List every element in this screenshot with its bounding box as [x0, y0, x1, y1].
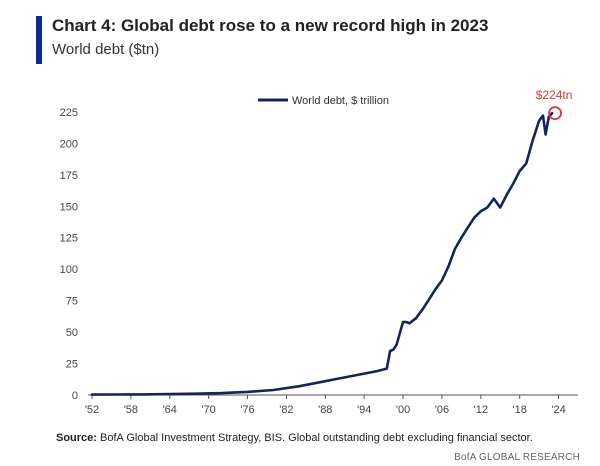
y-tick-label: 150 [60, 201, 78, 213]
x-tick-label: '24 [551, 404, 565, 416]
x-tick-label: '58 [124, 404, 138, 416]
y-tick-label: 225 [60, 107, 78, 119]
research-credit: BofA GLOBAL RESEARCH [454, 452, 580, 463]
y-tick-label: 100 [60, 264, 78, 276]
line-chart: 0 25 50 75 100 125 150 175 200 225 '52 '58 '64 '70 '76… [60, 88, 578, 416]
y-tick-label: 200 [60, 138, 78, 150]
annotation-marker [548, 106, 562, 121]
x-tick-label: '94 [357, 404, 371, 416]
y-tick-label: 25 [66, 359, 78, 371]
x-tick-label: '88 [318, 404, 332, 416]
y-tick-label: 125 [60, 233, 78, 245]
x-tick-label: '52 [85, 404, 99, 416]
x-tick-label: '12 [474, 404, 488, 416]
legend-label: World debt, $ trillion [292, 95, 389, 107]
y-tick-label: 50 [66, 327, 78, 339]
annotation-label: $224tn [536, 88, 573, 102]
y-tick-label: 175 [60, 170, 78, 182]
y-tick-label: 0 [72, 390, 78, 402]
chart-title: Chart 4: Global debt rose to a new recor… [52, 16, 489, 35]
x-tick-label: '00 [396, 404, 410, 416]
source-note: Source: BofA Global Investment Strategy,… [56, 432, 533, 444]
x-tick-label: '70 [201, 404, 215, 416]
x-tick-label: '18 [513, 404, 527, 416]
y-tick-label: 75 [66, 296, 78, 308]
source-text: BofA Global Investment Strategy, BIS. Gl… [100, 432, 533, 444]
x-tick-label: '64 [163, 404, 177, 416]
x-tick-label: '76 [240, 404, 254, 416]
series-line-world-debt [90, 111, 554, 396]
source-label: Source: [56, 432, 97, 444]
x-tick-label: '06 [435, 404, 449, 416]
x-tick-label: '82 [279, 404, 293, 416]
chart-subtitle: World debt ($tn) [52, 41, 160, 58]
title-accent-bar [36, 16, 42, 64]
